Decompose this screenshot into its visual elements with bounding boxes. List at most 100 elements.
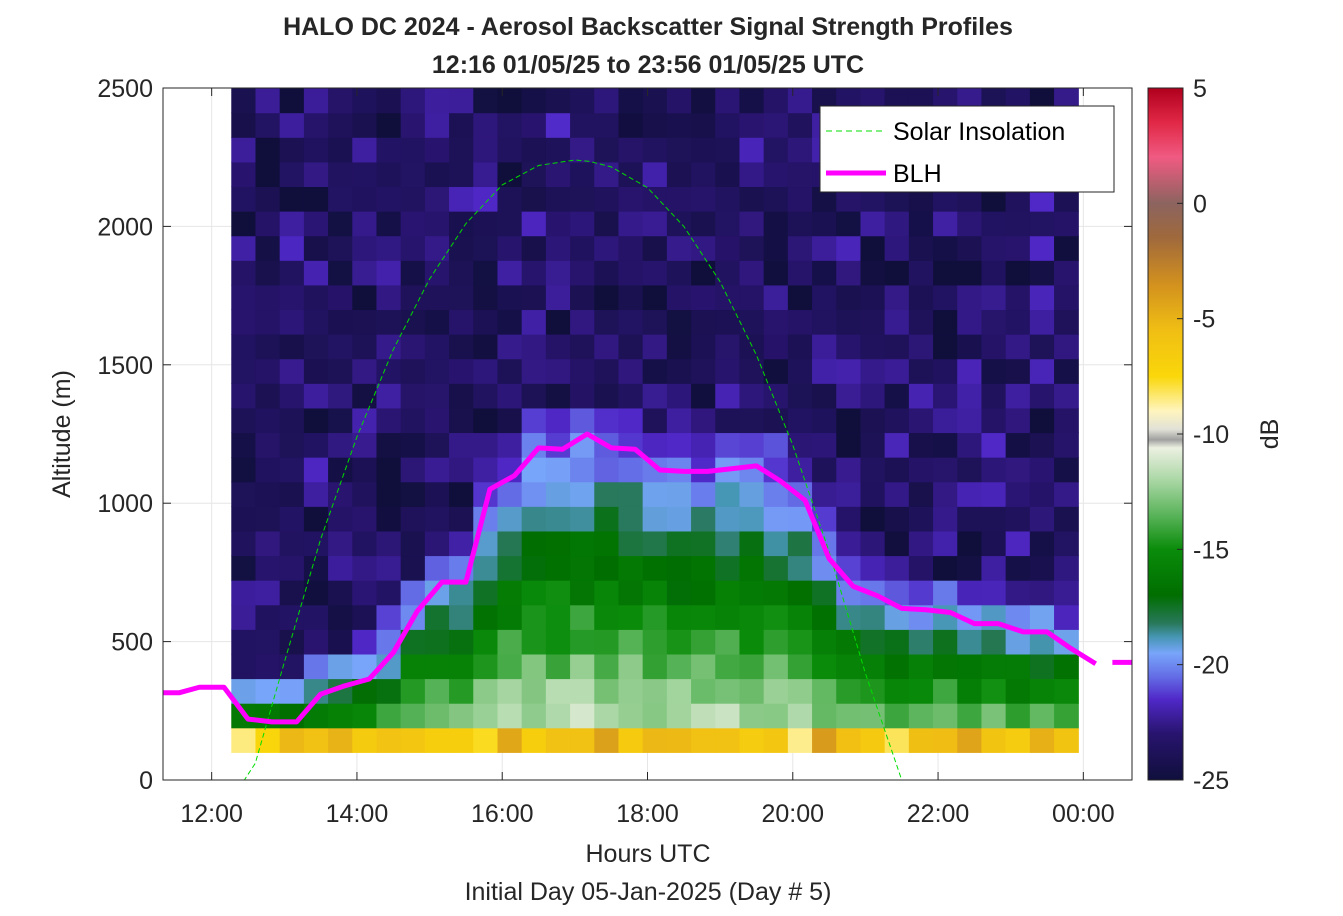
heatmap-cell (231, 284, 257, 311)
y-tick-label: 2000 (97, 213, 153, 241)
heatmap-cell (691, 481, 716, 507)
heatmap-cell (279, 309, 305, 335)
heatmap-cell (545, 358, 571, 384)
heatmap-cell (545, 457, 571, 483)
heatmap-cell (957, 555, 983, 581)
heatmap-cell (763, 186, 789, 212)
heatmap-cell (691, 678, 716, 704)
heatmap-cell (303, 383, 329, 409)
heatmap-cell (666, 432, 692, 458)
heatmap-cell (787, 580, 813, 606)
heatmap-cell (570, 580, 595, 606)
heatmap-cell (642, 161, 668, 188)
x-tick-label: 14:00 (326, 800, 389, 828)
heatmap-cell (521, 161, 547, 188)
heatmap-cell (231, 309, 257, 335)
heatmap-cell (521, 407, 547, 434)
heatmap-cell (279, 727, 305, 753)
heatmap-cell (739, 284, 765, 311)
heatmap-cell (860, 653, 886, 680)
heatmap-cell (763, 309, 789, 335)
heatmap-cell (424, 112, 450, 138)
heatmap-cell (812, 407, 837, 434)
heatmap-cell (594, 530, 620, 557)
heatmap-cell (497, 186, 523, 212)
heatmap-cell (642, 703, 668, 729)
heatmap-cell (328, 88, 353, 114)
heatmap-cell (449, 161, 474, 188)
heatmap-cell (376, 432, 402, 458)
heatmap-cell (497, 383, 523, 409)
heatmap-cell (570, 284, 595, 311)
heatmap-cell (1029, 555, 1055, 581)
heatmap-cell (739, 260, 765, 286)
heatmap-cell (666, 137, 692, 163)
heatmap-cell (739, 506, 765, 532)
heatmap-cell (739, 309, 765, 335)
heatmap-cell (521, 309, 547, 335)
heatmap-cell (763, 653, 789, 680)
heatmap-cell (739, 407, 765, 434)
heatmap-cell (1054, 506, 1079, 532)
heatmap-cell (400, 407, 426, 434)
colorbar-tick-label: -5 (1193, 306, 1215, 334)
heatmap-cell (449, 432, 474, 458)
heatmap-cell (352, 260, 378, 286)
heatmap-cell (303, 481, 329, 507)
heatmap-cell (521, 112, 547, 138)
heatmap-cell (666, 653, 692, 680)
heatmap-cell (352, 112, 378, 138)
heatmap-cell (303, 88, 329, 114)
heatmap-cell (691, 653, 716, 680)
heatmap-cell (715, 260, 741, 286)
heatmap-cell (933, 358, 958, 384)
heatmap-cell (473, 334, 499, 360)
heatmap-cell (884, 629, 910, 655)
heatmap-cell (691, 235, 716, 261)
heatmap-cell (1054, 407, 1079, 434)
heatmap-cell (1029, 481, 1055, 507)
heatmap-cell (570, 186, 595, 212)
heatmap-cell (642, 334, 668, 360)
heatmap-cell (449, 112, 474, 138)
heatmap-cell (1029, 235, 1055, 261)
heatmap-cell (642, 629, 668, 655)
heatmap-cell (933, 727, 958, 753)
series-lines (163, 159, 1132, 781)
heatmap-cell (473, 260, 499, 286)
heatmap-cell (279, 284, 305, 311)
heatmap-cell (836, 457, 862, 483)
heatmap-cell (473, 309, 499, 335)
heatmap-cell (255, 334, 281, 360)
heatmap-cell (933, 506, 958, 532)
heatmap-cell (908, 211, 934, 237)
heatmap-cell (279, 678, 305, 704)
heatmap-cell (255, 604, 281, 630)
heatmap-cell (787, 678, 813, 704)
heatmap-cell (812, 260, 837, 286)
heatmap-cell (787, 457, 813, 483)
colorbar-tick-label: 5 (1193, 75, 1207, 103)
heatmap-cell (618, 358, 644, 384)
heatmap-cell (376, 334, 402, 360)
heatmap-cell (303, 137, 329, 163)
heatmap-cell (739, 235, 765, 261)
heatmap-cell (787, 112, 813, 138)
heatmap-cell (521, 555, 547, 581)
x-tick-label: 00:00 (1052, 800, 1115, 828)
heatmap-cell (497, 309, 523, 335)
heatmap-cell (255, 260, 281, 286)
heatmap-cell (691, 629, 716, 655)
heatmap-cell (860, 506, 886, 532)
heatmap-cell (497, 432, 523, 458)
heatmap-cell (594, 186, 620, 212)
heatmap-cell (981, 309, 1007, 335)
heatmap-cell (545, 727, 571, 753)
heatmap-cell (739, 727, 765, 753)
heatmap-cell (521, 235, 547, 261)
heatmap-cell (352, 432, 378, 458)
heatmap-cell (449, 358, 474, 384)
heatmap-cell (812, 629, 837, 655)
heatmap-cell (618, 334, 644, 360)
heatmap-cell (497, 334, 523, 360)
